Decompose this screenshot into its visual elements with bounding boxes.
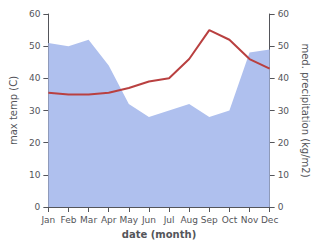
svg-text:30: 30	[29, 106, 41, 116]
svg-text:50: 50	[278, 41, 290, 51]
svg-text:30: 30	[278, 106, 290, 116]
svg-text:0: 0	[35, 202, 41, 212]
svg-text:max temp (C): max temp (C)	[8, 76, 19, 145]
svg-text:Dec: Dec	[261, 215, 278, 225]
svg-text:Jan: Jan	[40, 215, 55, 225]
svg-text:10: 10	[29, 170, 41, 180]
svg-text:May: May	[120, 215, 139, 225]
svg-text:40: 40	[278, 73, 290, 83]
svg-text:Feb: Feb	[61, 215, 77, 225]
svg-text:Jul: Jul	[163, 215, 175, 225]
svg-text:20: 20	[29, 138, 41, 148]
svg-text:med. precipitation (kg/m2): med. precipitation (kg/m2)	[300, 43, 311, 177]
svg-text:20: 20	[278, 138, 290, 148]
svg-text:60: 60	[278, 9, 290, 19]
svg-text:Mar: Mar	[80, 215, 97, 225]
svg-text:Jun: Jun	[141, 215, 156, 225]
svg-text:40: 40	[29, 73, 41, 83]
svg-text:Apr: Apr	[101, 215, 117, 225]
svg-text:10: 10	[278, 170, 290, 180]
svg-text:Aug: Aug	[180, 215, 198, 225]
svg-text:0: 0	[278, 202, 284, 212]
svg-text:60: 60	[29, 9, 41, 19]
svg-text:50: 50	[29, 41, 41, 51]
svg-text:Nov: Nov	[241, 215, 259, 225]
svg-text:Oct: Oct	[222, 215, 238, 225]
svg-text:Sep: Sep	[201, 215, 218, 225]
svg-text:date (month): date (month)	[122, 229, 196, 240]
